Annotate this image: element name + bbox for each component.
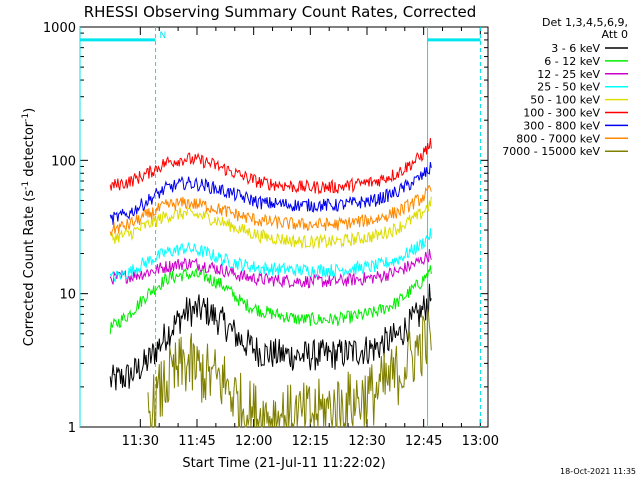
x-tick-label-6: 13:00: [462, 434, 499, 449]
y-tick-label-3: 1000: [43, 21, 76, 36]
footer-date: 18-Oct-2021 11:35: [560, 467, 636, 476]
legend-label-6: 300 - 800 keV: [523, 119, 600, 132]
attenuator-markers: N: [79, 27, 481, 427]
series-line-1: [109, 265, 432, 335]
legend-label-0: 3 - 6 keV: [551, 42, 600, 55]
legend-header-2: Att 0: [602, 28, 628, 41]
x-tick-label-4: 12:30: [348, 434, 385, 449]
night-marker: N: [160, 31, 167, 41]
y-label-sup-1: -1: [21, 181, 31, 190]
x-tick-label-2: 12:00: [235, 434, 272, 449]
y-axis-label: Corrected Count Rate (s-1 detector-1): [21, 108, 37, 346]
legend-header-1: Det 1,3,4,5,6,9,: [542, 16, 628, 29]
legend-label-1: 6 - 12 keV: [544, 55, 600, 68]
y-tick-label-2: 100: [51, 154, 76, 169]
legend-label-3: 25 - 50 keV: [537, 81, 600, 94]
x-tick-label-5: 12:45: [405, 434, 442, 449]
legend-label-4: 50 - 100 keV: [530, 94, 600, 107]
series-line-3: [109, 228, 432, 283]
series-line-7: [109, 184, 432, 237]
legend-label-2: 12 - 25 keV: [537, 68, 600, 81]
series-line-2: [109, 249, 432, 289]
series-group: [109, 137, 432, 428]
x-tick-label-1: 11:45: [178, 434, 215, 449]
series-line-8: [147, 308, 432, 428]
x-tick-label-0: 11:30: [122, 434, 159, 449]
y-label-part-2: detector: [22, 121, 37, 181]
y-label-sup-2: -1: [21, 113, 31, 122]
x-axis-label: Start Time (21-Jul-11 11:22:02): [182, 456, 385, 471]
x-tick-label-3: 12:15: [292, 434, 329, 449]
legend-label-8: 7000 - 15000 keV: [502, 145, 600, 158]
y-label-part-1: Corrected Count Rate (s: [22, 190, 37, 347]
y-tick-label-0: 1: [68, 421, 76, 436]
legend-label-7: 800 - 7000 keV: [516, 132, 600, 145]
y-tick-label-1: 10: [59, 288, 76, 303]
series-line-4: [109, 196, 432, 250]
y-label-part-3: ): [22, 108, 37, 113]
series-line-0: [109, 283, 432, 391]
chart-title: RHESSI Observing Summary Count Rates, Co…: [84, 3, 477, 21]
series-line-5: [109, 137, 432, 195]
series-line-6: [109, 162, 432, 225]
legend-label-5: 100 - 300 keV: [523, 107, 600, 120]
